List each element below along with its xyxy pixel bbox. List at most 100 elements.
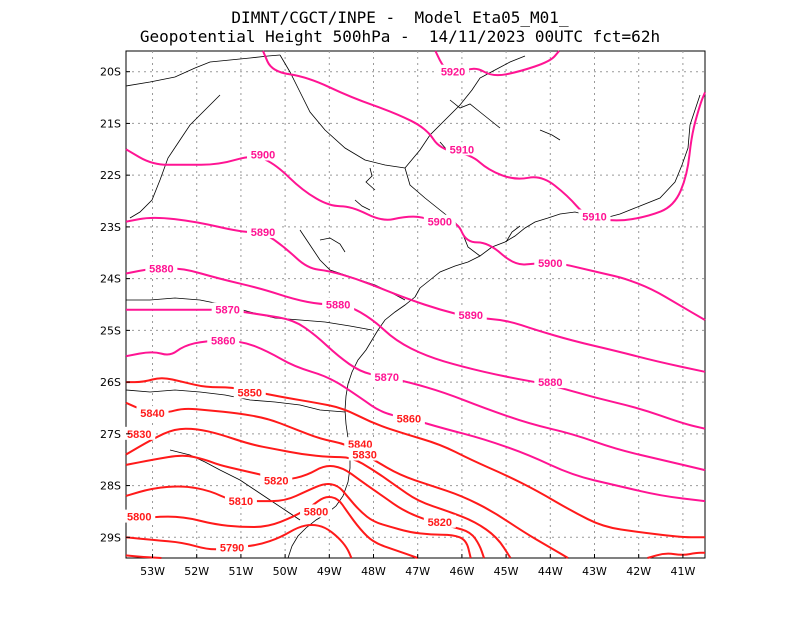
state-border [505, 225, 521, 243]
contour-label-bg [233, 385, 266, 399]
contour-label-bg [123, 426, 156, 440]
contour-label-bg [322, 297, 355, 311]
lat-tick-label: 29S [100, 531, 121, 544]
lat-tick-label: 20S [100, 66, 121, 79]
contour-label: 5880 [326, 300, 350, 312]
contour-5800 [125, 495, 419, 559]
chart-title-line1: DIMNT/CGCT/INPE - Model Eta05_M01_ [231, 8, 569, 27]
state-border [319, 237, 346, 253]
lon-tick-label: 43W [582, 565, 607, 578]
lat-tick-label: 22S [100, 169, 121, 182]
contour-label: 5850 [238, 387, 262, 399]
contour-label: 5900 [251, 149, 275, 161]
contour-label: 5890 [459, 310, 483, 322]
contour-label: 5860 [211, 336, 235, 348]
lat-tick-label: 24S [100, 273, 121, 286]
contour-label: 5810 [229, 496, 253, 508]
lat-tick-label: 25S [100, 324, 121, 337]
contour-label: 5860 [397, 413, 421, 425]
contour-label-bg [344, 437, 377, 451]
contour-5830 [125, 427, 512, 559]
contour-5870 [126, 308, 706, 472]
contour-label: 5820 [428, 517, 452, 529]
contour-label-bg [300, 504, 333, 518]
contour-labels: 5920 5910 5900 5900 5910 5890 5900 5880 5880 5890… [123, 64, 611, 555]
lat-tick-label: 23S [100, 221, 121, 234]
state-border [449, 99, 501, 129]
contour-label-bg [454, 307, 487, 321]
contour-label: 5800 [127, 512, 151, 524]
contour-label-bg [247, 225, 280, 239]
contour-label-bg [423, 514, 456, 528]
contour-label: 5900 [538, 258, 562, 270]
state-border [404, 55, 526, 169]
contour-label: 5830 [352, 450, 376, 462]
lon-tick-label: 45W [494, 565, 519, 578]
lon-tick-label: 47W [405, 565, 430, 578]
contour-label-bg [437, 64, 470, 78]
contour-5920 [434, 50, 560, 77]
contour-label-bg [145, 261, 178, 275]
contour-label: 5880 [149, 263, 173, 275]
contour-label-bg [445, 142, 478, 156]
contour-label: 5870 [215, 305, 239, 317]
contour-label-bg [534, 256, 567, 270]
coastline [287, 296, 416, 559]
contour-label-bg [423, 214, 456, 228]
contour-label-bg [260, 473, 293, 487]
contour-label: 5910 [450, 144, 474, 156]
state-border [279, 54, 406, 169]
lat-tick-label: 21S [100, 117, 121, 130]
contour-5880 [125, 267, 706, 430]
lon-tick-label: 44W [538, 565, 563, 578]
contour-5910 [262, 50, 706, 222]
contour-label-bg [207, 333, 240, 347]
contour-5790 [125, 524, 353, 559]
contour-label: 5790 [220, 543, 244, 555]
contour-label: 5910 [582, 212, 606, 224]
lon-tick-label: 48W [361, 565, 386, 578]
contour-5850 [125, 377, 705, 539]
contour-label: 5830 [127, 429, 151, 441]
contour-label: 5890 [251, 227, 275, 239]
lon-tick-label: 51W [228, 565, 253, 578]
coastline [414, 94, 701, 298]
state-border [129, 94, 221, 219]
contour-label-bg [392, 411, 425, 425]
contour-5840 [125, 401, 569, 559]
contour-label-bg [216, 540, 249, 554]
contour-5860 [125, 339, 706, 503]
contour-label: 5920 [441, 67, 465, 79]
lon-tick-label: 49W [317, 565, 342, 578]
contour-label-bg [136, 406, 169, 420]
lon-tick-label: 52W [184, 565, 209, 578]
lon-tick-label: 42W [626, 565, 651, 578]
contour-label: 5870 [375, 372, 399, 384]
contour-label: 5900 [428, 217, 452, 229]
lon-tick-label: 53W [140, 565, 165, 578]
contour-5890 [125, 216, 706, 373]
state-border [354, 199, 371, 211]
contour-5850 [647, 551, 705, 559]
contour-label-bg [224, 494, 257, 508]
lon-tick-label: 50W [273, 565, 298, 578]
contour-5810 [125, 482, 472, 559]
contour-label: 5800 [304, 506, 328, 518]
state-border [539, 129, 561, 141]
state-border [299, 229, 406, 301]
contour-label-bg [348, 447, 381, 461]
contour-label-bg [534, 375, 567, 389]
graticule [126, 51, 705, 558]
chart-title-line2: Geopotential Height 500hPa - 14/11/2023 … [139, 27, 661, 46]
axis-ticks: 53W 52W 51W 50W 49W 48W 47W 46W 45W 44W 43W 42W 41W 2… [100, 66, 695, 578]
lat-tick-label: 27S [100, 428, 121, 441]
contour-label-bg [578, 209, 611, 223]
contour-label-bg [123, 509, 156, 523]
lat-tick-label: 26S [100, 376, 121, 389]
contour-label-bg [211, 302, 244, 316]
contour-label: 5820 [264, 475, 288, 487]
state-border [365, 167, 376, 191]
contour-5780 [125, 554, 162, 559]
state-border [125, 54, 281, 87]
